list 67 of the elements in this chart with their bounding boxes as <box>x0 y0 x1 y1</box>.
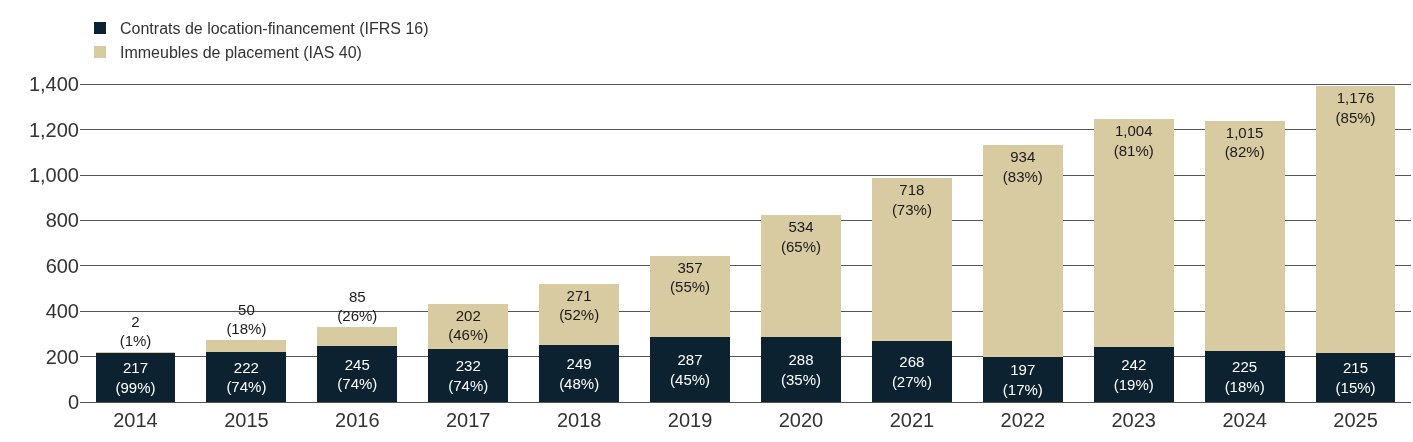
bar <box>761 215 841 337</box>
data-label: 245 (74%) <box>337 355 378 393</box>
data-label: 934 (83%) <box>1002 148 1043 185</box>
x-tick-label: 2022 <box>1000 409 1046 431</box>
bar <box>982 357 1063 402</box>
bar <box>1315 86 1396 354</box>
data-label: 217 (99%) <box>115 359 156 396</box>
bar <box>95 352 176 402</box>
bar <box>206 351 287 402</box>
legend-label: Contrats de location-financement (IFRS 16) <box>120 20 429 38</box>
y-tick-label: 400 <box>45 300 79 323</box>
x-tick-label: 2025 <box>1333 409 1378 431</box>
x-tick-label: 2014 <box>113 409 158 431</box>
bar <box>317 327 398 347</box>
data-label: 2 (1%) <box>119 312 152 349</box>
data-label: 357 (55%) <box>670 258 711 296</box>
y-tick-label: 800 <box>45 209 79 232</box>
bar <box>206 340 287 352</box>
bar <box>1204 120 1285 351</box>
bar <box>317 346 398 402</box>
bar <box>1204 350 1285 402</box>
bar <box>761 336 841 402</box>
x-tick-label: 2024 <box>1222 409 1267 431</box>
x-tick-label: 2016 <box>335 409 380 431</box>
bar <box>982 145 1063 358</box>
bar <box>650 336 730 402</box>
x-tick-label: 2019 <box>667 409 713 431</box>
bar <box>871 178 952 342</box>
data-label: 222 (74%) <box>226 358 267 396</box>
data-label: 225 (18%) <box>1224 358 1265 395</box>
y-tick-label: 1,400 <box>28 73 79 96</box>
x-tick-label: 2020 <box>778 409 824 431</box>
legend-label: Immeubles de placement (IAS 40) <box>120 44 362 62</box>
bar <box>871 341 952 402</box>
x-tick-label: 2017 <box>445 409 491 431</box>
bar <box>539 283 620 346</box>
data-label: 249 (48%) <box>559 355 600 392</box>
bar <box>1093 347 1174 402</box>
data-label: 1,004 (81%) <box>1113 122 1154 159</box>
x-tick-label: 2021 <box>889 409 935 431</box>
data-label: 202 (46%) <box>448 306 489 343</box>
bar <box>539 345 620 402</box>
y-tick-label: 1,000 <box>28 164 79 187</box>
data-label: 85 (26%) <box>337 287 378 325</box>
data-label: 215 (15%) <box>1335 359 1376 396</box>
data-label: 271 (52%) <box>559 286 600 324</box>
data-label: 197 (17%) <box>1002 361 1043 398</box>
y-tick-label: 600 <box>45 254 79 277</box>
bar <box>428 349 509 402</box>
data-label: 242 (19%) <box>1113 356 1154 393</box>
data-label: 534 (65%) <box>780 218 821 255</box>
data-label: 1,015 (82%) <box>1224 123 1265 161</box>
data-label: 288 (35%) <box>780 351 821 388</box>
data-label: 232 (74%) <box>448 357 489 394</box>
y-tick-label: 1,200 <box>28 118 79 141</box>
bar <box>650 255 730 337</box>
x-tick-label: 2018 <box>556 409 602 431</box>
data-label: 287 (45%) <box>670 351 711 388</box>
data-label: 1,176 (85%) <box>1335 89 1376 126</box>
y-tick-label: 200 <box>45 345 79 368</box>
y-tick-label: 0 <box>67 391 79 413</box>
bar <box>1093 119 1174 348</box>
x-tick-label: 2015 <box>224 409 269 431</box>
x-tick-label: 2023 <box>1111 409 1156 431</box>
data-label: 268 (27%) <box>891 353 932 390</box>
bar <box>1315 353 1396 402</box>
data-label: 718 (73%) <box>891 181 932 218</box>
